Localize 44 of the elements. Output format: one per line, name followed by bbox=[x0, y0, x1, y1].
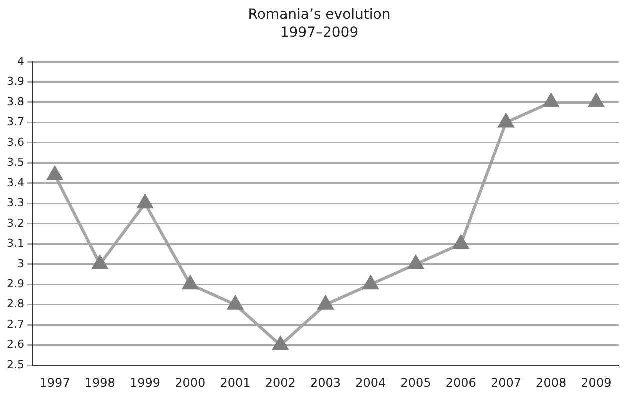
x-tick-label: 1997 bbox=[40, 376, 70, 390]
x-tick-label: 2002 bbox=[265, 376, 296, 390]
x-tick-label: 2008 bbox=[536, 376, 567, 390]
y-tick-label: 2.5 bbox=[6, 358, 24, 372]
y-tick-label: 3.6 bbox=[6, 136, 24, 149]
chart-subtitle: 1997–2009 bbox=[279, 24, 360, 42]
x-tick-label: 2004 bbox=[356, 376, 386, 390]
y-tick-label: 2.7 bbox=[6, 318, 24, 331]
point bbox=[47, 166, 63, 180]
y-tick-label: 3.2 bbox=[6, 216, 24, 230]
chart-title: Romania’s evolution bbox=[247, 6, 392, 24]
x-tick-label: 2007 bbox=[490, 376, 522, 390]
point bbox=[92, 256, 108, 270]
x-tick-label: 2001 bbox=[220, 376, 251, 390]
y-tick-label: 2.8 bbox=[6, 298, 24, 311]
x-tick-label: 1998 bbox=[84, 376, 116, 390]
point bbox=[544, 94, 559, 108]
y-tick-label: 2.9 bbox=[6, 278, 24, 290]
point bbox=[454, 236, 469, 250]
x-tick-label: 2000 bbox=[175, 376, 206, 390]
point bbox=[182, 276, 198, 290]
y-tick-label: 3 bbox=[17, 257, 24, 270]
point bbox=[498, 114, 514, 128]
point bbox=[228, 296, 244, 310]
point bbox=[273, 336, 288, 350]
y-tick-label: 3.3 bbox=[6, 196, 24, 210]
point bbox=[318, 296, 334, 310]
y-tick-label: 3.9 bbox=[6, 75, 24, 88]
point bbox=[138, 195, 153, 209]
y-tick-label: 2.6 bbox=[6, 338, 24, 352]
y-tick-label: 4 bbox=[17, 54, 24, 68]
point bbox=[363, 276, 378, 290]
point bbox=[588, 94, 604, 108]
x-tick-label: 2003 bbox=[310, 376, 342, 390]
x-tick-label: 2006 bbox=[446, 376, 476, 390]
y-tick-label: 3.8 bbox=[6, 95, 24, 108]
y-tick-label: 3.1 bbox=[6, 237, 24, 250]
point bbox=[408, 256, 424, 270]
x-tick-label: 2005 bbox=[400, 376, 432, 390]
y-tick-label: 3.4 bbox=[6, 176, 24, 190]
y-tick-label: 3.7 bbox=[6, 116, 24, 129]
y-tick-label: 3.5 bbox=[6, 156, 24, 170]
x-tick-label: 1999 bbox=[130, 376, 161, 390]
x-tick-label: 2009 bbox=[581, 376, 612, 390]
